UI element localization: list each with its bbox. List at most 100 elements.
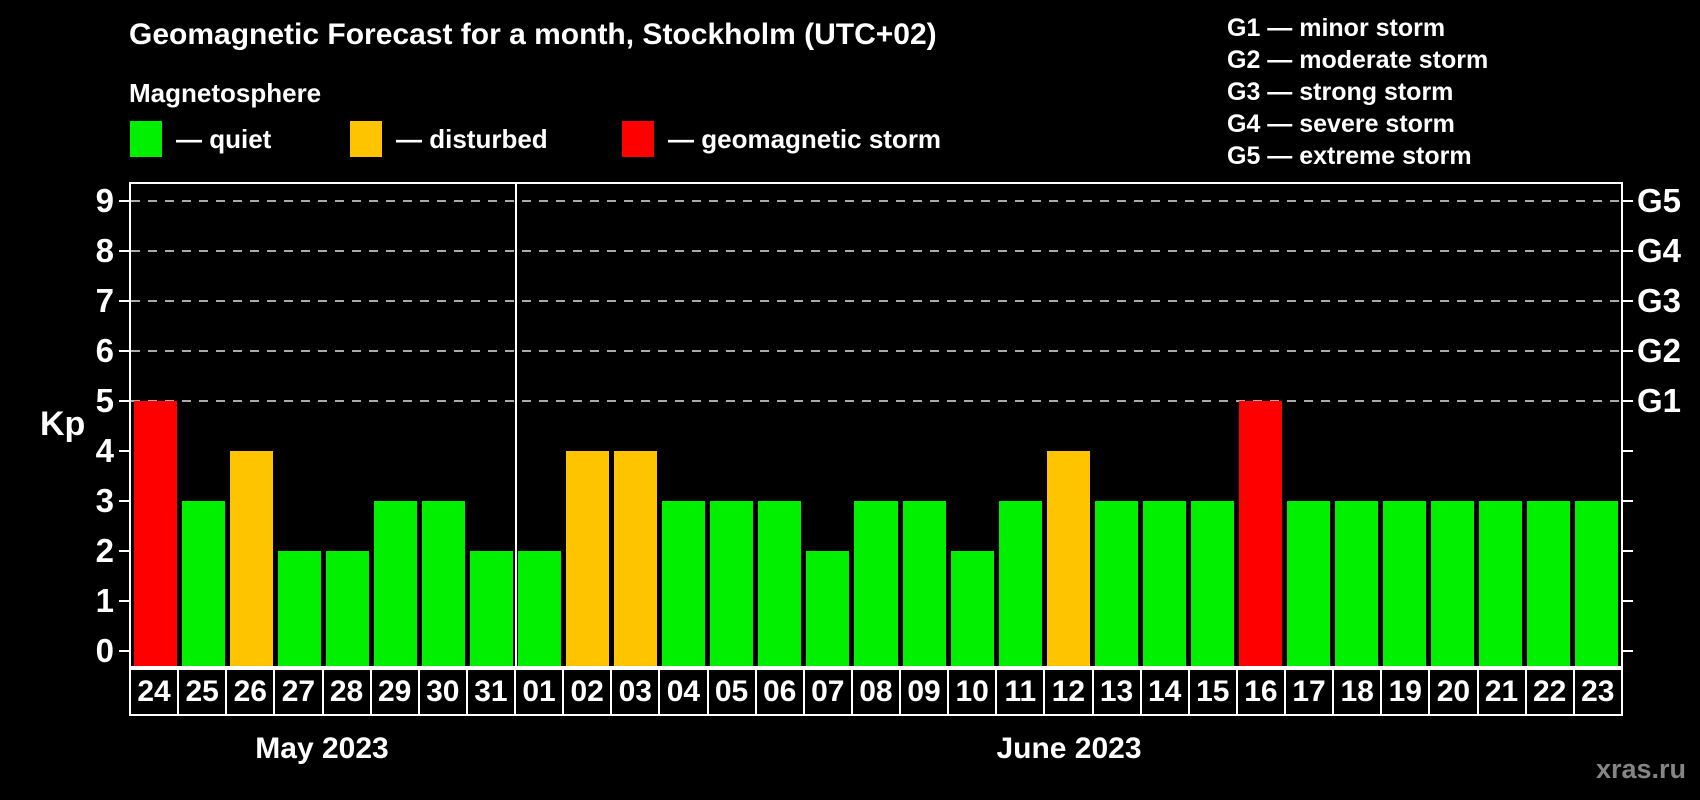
kp-bar: [1142, 501, 1186, 666]
month-separator-line: [514, 184, 517, 666]
quiet-color-swatch: [130, 121, 162, 157]
legend-item-quiet: — quiet: [130, 120, 271, 158]
legend-label-storm: — geomagnetic storm: [668, 123, 942, 154]
right-axis-tick: [1623, 400, 1633, 402]
date-cell: 04: [658, 668, 709, 716]
kp-bar: [1383, 501, 1427, 666]
kp-bar: [950, 551, 994, 666]
kp-bar: [325, 551, 369, 666]
kp-bar: [229, 451, 273, 666]
g-scale-axis-label-g2: G2: [1637, 332, 1682, 369]
date-cell: 11: [995, 668, 1046, 716]
left-axis-tick: [119, 500, 129, 502]
g-scale-axis-label-g3: G3: [1637, 282, 1682, 319]
date-cell: 13: [1091, 668, 1142, 716]
date-cell: 05: [706, 668, 757, 716]
y-axis-tick-label: 5: [95, 382, 114, 419]
kp-bar: [806, 551, 850, 666]
date-cell: 29: [369, 668, 420, 716]
legend-item-disturbed: — disturbed: [350, 120, 548, 158]
date-cell: 30: [417, 668, 468, 716]
kp-bar: [277, 551, 321, 666]
right-axis-tick: [1623, 200, 1633, 202]
kp-gridline-5: [131, 400, 1621, 402]
right-axis-tick: [1623, 350, 1633, 352]
kp-bar: [1238, 401, 1283, 666]
page-title: Geomagnetic Forecast for a month, Stockh…: [129, 18, 937, 51]
kp-bar: [421, 501, 465, 666]
legend-label-disturbed: — disturbed: [396, 123, 548, 154]
g-legend-line-g2: G2 — moderate storm: [1227, 46, 1489, 74]
y-axis-tick-label: 8: [95, 232, 114, 269]
y-axis-tick-label: 2: [95, 532, 114, 569]
g-legend-line-g3: G3 — strong storm: [1227, 78, 1454, 106]
kp-bar: [373, 501, 417, 666]
y-axis-tick-label: 3: [95, 482, 114, 519]
date-cell: 03: [610, 668, 661, 716]
y-axis-tick-label: 6: [95, 332, 114, 369]
kp-bar: [614, 451, 658, 666]
y-axis-tick-label: 9: [95, 182, 114, 219]
date-cell: 21: [1476, 668, 1527, 716]
left-axis-tick: [119, 300, 129, 302]
subtitle-magnetosphere: Magnetosphere: [129, 78, 322, 108]
kp-gridline-9: [131, 200, 1621, 202]
date-cell: 26: [225, 668, 276, 716]
right-axis-tick: [1623, 600, 1633, 602]
date-cell: 08: [850, 668, 901, 716]
left-axis-tick: [119, 600, 129, 602]
left-axis-tick: [119, 250, 129, 252]
g-scale-axis-label-g5: G5: [1637, 182, 1682, 219]
left-axis-tick: [119, 200, 129, 202]
legend-item-storm: — geomagnetic storm: [622, 120, 941, 158]
date-cell: 31: [465, 668, 516, 716]
kp-bar: [902, 501, 946, 666]
x-axis-date-row: 24 25 26 27 28 29 30 31 01 02 03 04 05 06 07 08 09 10 11 12…: [129, 668, 1623, 716]
storm-color-swatch: [622, 121, 654, 157]
kp-bar: [1431, 501, 1475, 666]
date-cell: 18: [1332, 668, 1383, 716]
date-cell: 22: [1524, 668, 1575, 716]
y-axis-tick-label: 0: [95, 632, 114, 669]
kp-bar: [1527, 501, 1571, 666]
g-legend-line-g4: G4 — severe storm: [1227, 110, 1455, 138]
date-cell: 23: [1572, 668, 1623, 716]
left-axis-tick: [119, 550, 129, 552]
date-cell: 28: [321, 668, 372, 716]
date-cell: 20: [1428, 668, 1479, 716]
y-axis-tick-label: 4: [95, 432, 114, 469]
right-axis-tick: [1623, 250, 1633, 252]
month-label-june: June 2023: [996, 732, 1142, 765]
kp-bar: [1190, 501, 1234, 666]
watermark-xras: xras.ru: [1595, 754, 1686, 784]
g-scale-legend: G1 — minor storm G2 — moderate storm G3 …: [1227, 12, 1488, 172]
date-cell: 02: [562, 668, 613, 716]
g-legend-line-g5: G5 — extreme storm: [1227, 142, 1472, 170]
kp-bar: [133, 401, 177, 666]
kp-bar: [662, 501, 706, 666]
kp-bar: [998, 501, 1042, 666]
month-label-may: May 2023: [255, 732, 389, 765]
kp-bar: [1575, 501, 1619, 666]
kp-bar: [758, 501, 802, 666]
date-cell: 15: [1187, 668, 1238, 716]
kp-gridline-6: [131, 350, 1621, 352]
right-axis-tick: [1623, 450, 1633, 452]
date-cell: 12: [1043, 668, 1094, 716]
date-cell: 25: [177, 668, 228, 716]
kp-bar: [1046, 451, 1090, 666]
legend-label-quiet: — quiet: [176, 123, 272, 154]
date-cell: 17: [1284, 668, 1335, 716]
right-axis-tick: [1623, 650, 1633, 652]
disturbed-color-swatch: [350, 121, 382, 157]
y-axis-title-kp: Kp: [40, 405, 86, 443]
kp-bar: [854, 501, 898, 666]
date-cell: 10: [947, 668, 998, 716]
date-cell: 19: [1380, 668, 1431, 716]
date-cell: 27: [273, 668, 324, 716]
g-scale-axis-label-g1: G1: [1637, 382, 1682, 419]
date-cell: 09: [899, 668, 950, 716]
left-axis-tick: [119, 650, 129, 652]
left-axis-tick: [119, 350, 129, 352]
